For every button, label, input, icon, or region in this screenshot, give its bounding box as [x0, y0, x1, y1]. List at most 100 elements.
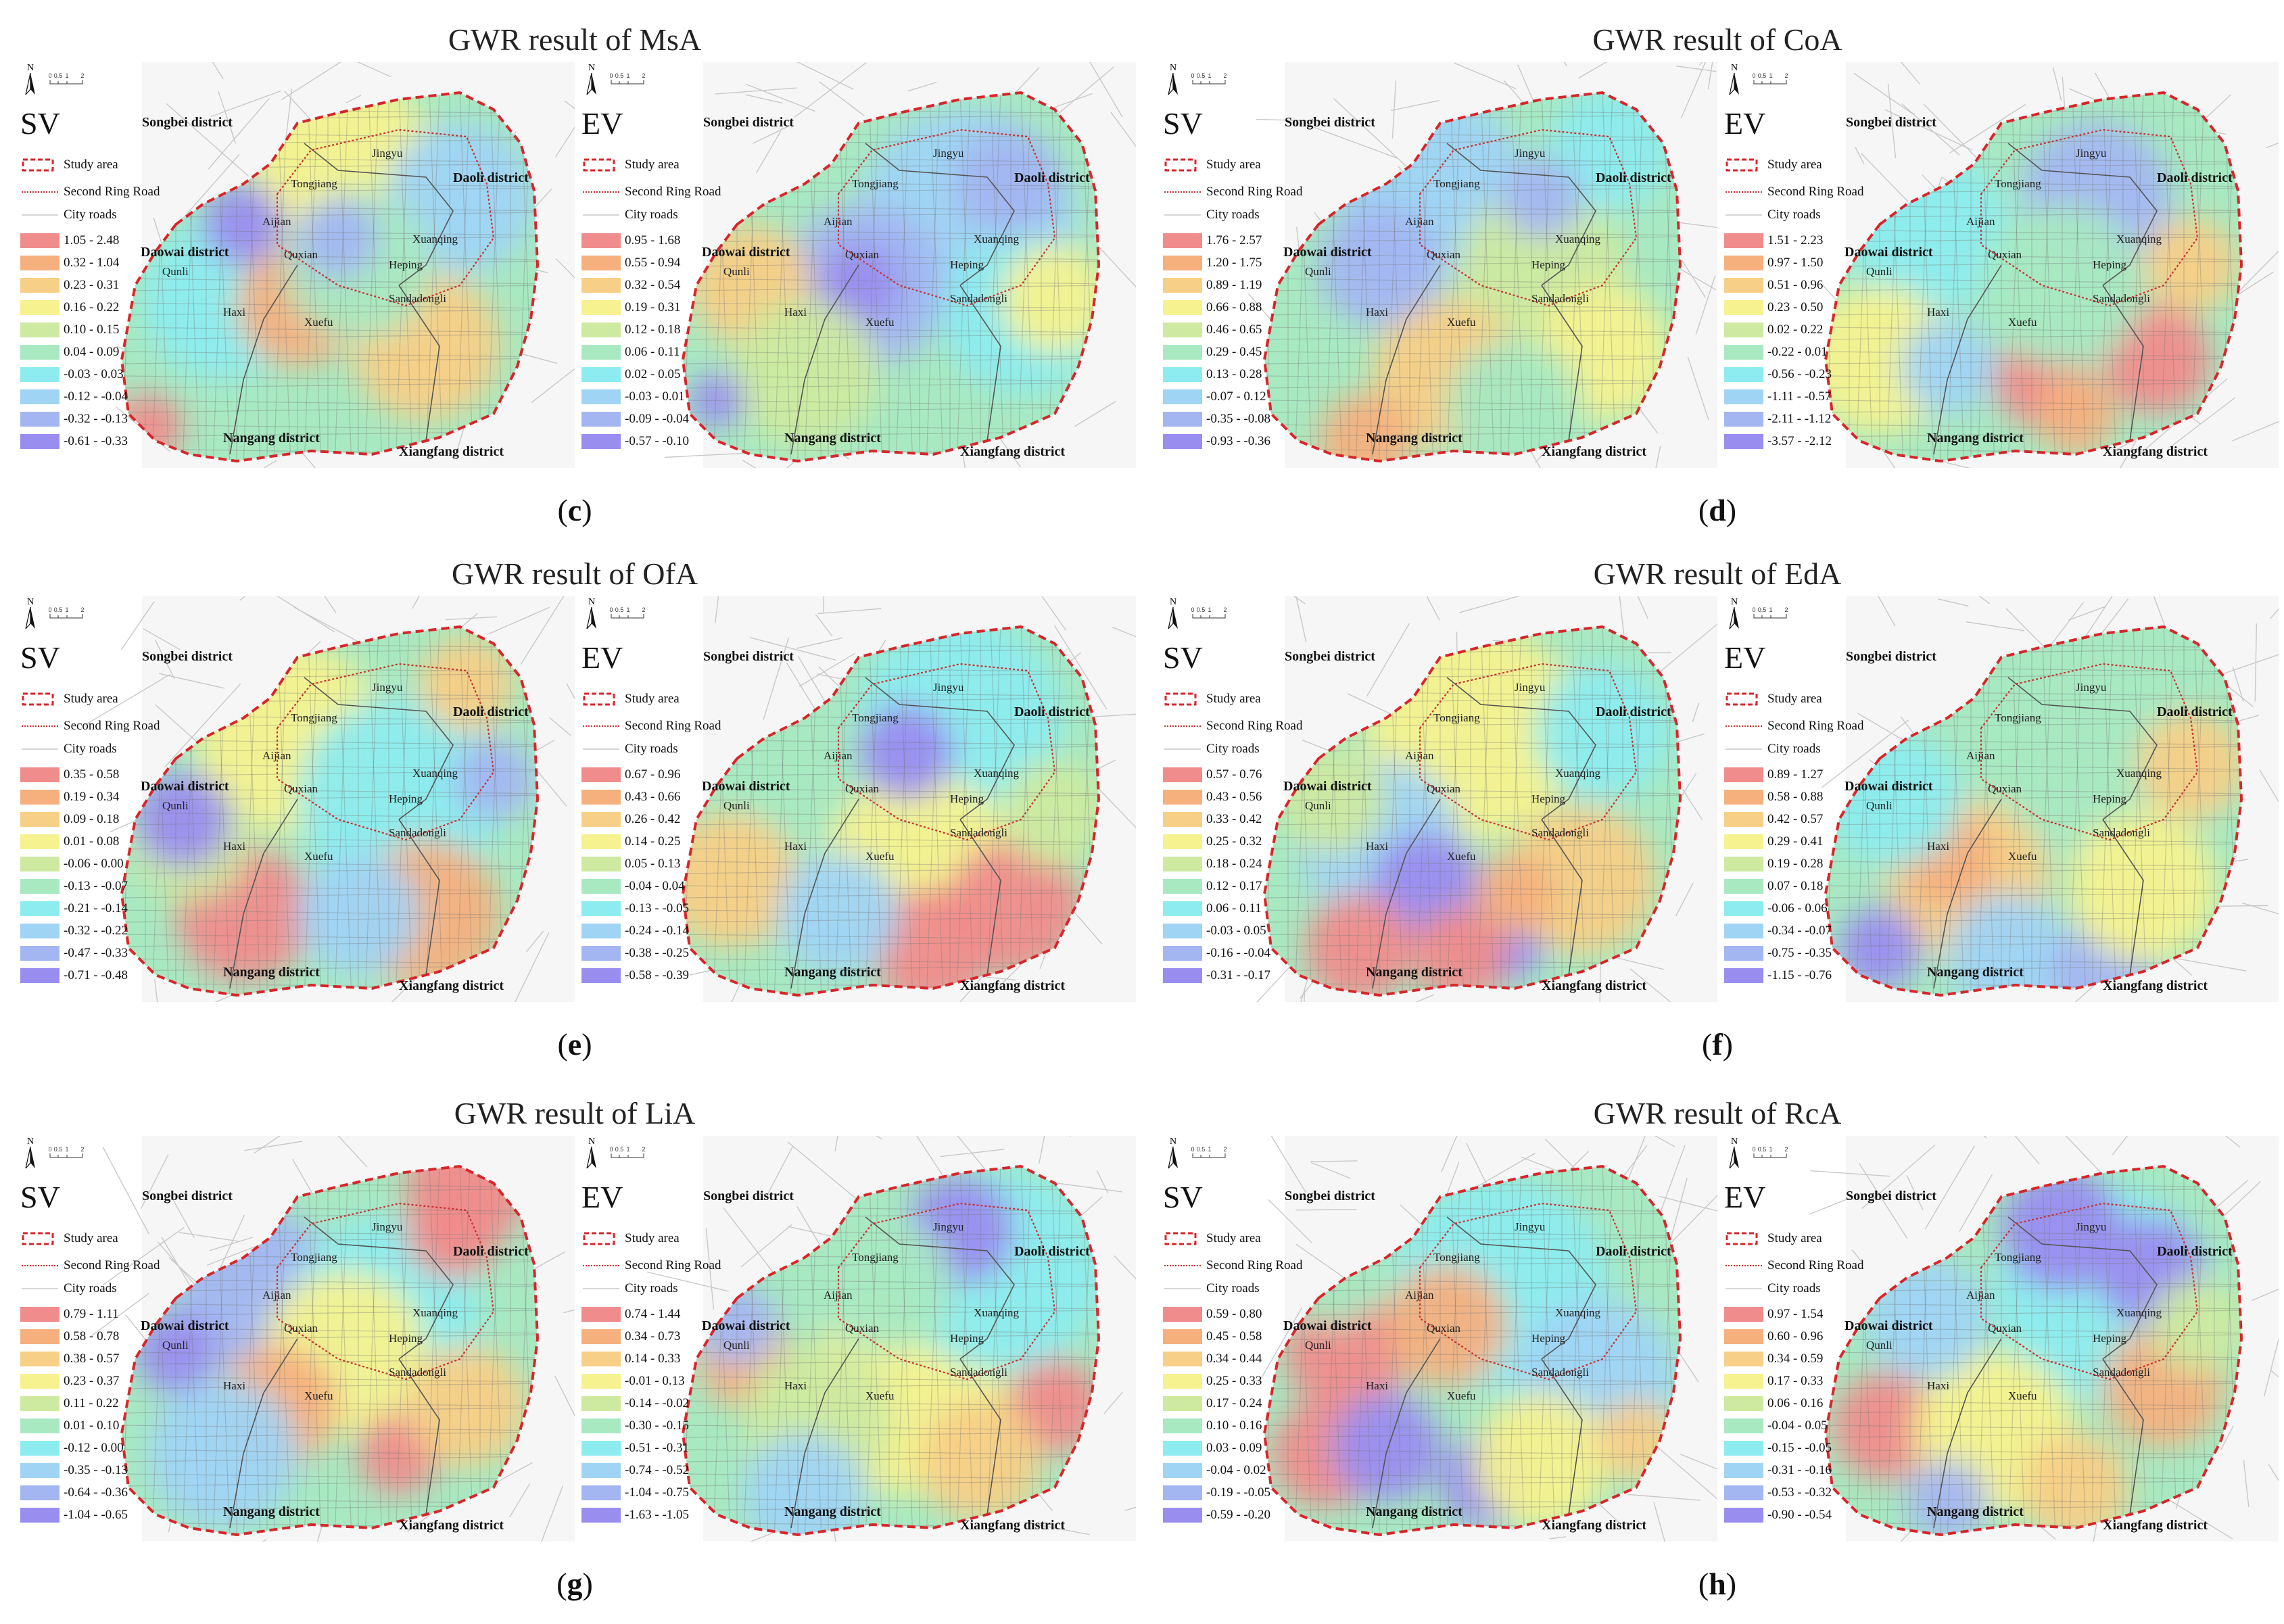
class-range-label: 0.10 - 0.15 [64, 323, 120, 337]
class-range-label: 0.26 - 0.42 [625, 812, 681, 826]
class-range-label: -0.31 - -0.16 [1767, 1463, 1832, 1477]
subdistrict-label-quxian: Quxian [284, 782, 318, 795]
subdistrict-label-haxi: Haxi [1366, 840, 1389, 853]
subdistrict-label-xuefu: Xuefu [2008, 316, 2037, 329]
subdistrict-label-aijian: Aijian [262, 749, 291, 762]
class-range-label: -0.07 - 0.12 [1206, 389, 1266, 404]
class-range-label: 0.89 - 1.19 [1206, 278, 1262, 292]
subdistrict-label-sandadongli: Sandadongli [950, 826, 1007, 839]
class-color-swatch [581, 812, 621, 827]
class-color-swatch [581, 345, 621, 360]
class-color-swatch [1163, 412, 1202, 427]
surface-patch [1001, 245, 1099, 353]
class-color-swatch [581, 233, 621, 248]
map-canvas [1256, 596, 1717, 1002]
district-label-xiangfang: Xiangfang district [2103, 978, 2208, 993]
class-color-swatch [1163, 857, 1202, 871]
subdistrict-label-jingyu: Jingyu [933, 147, 964, 160]
scale-tick-label: 0 [1753, 72, 1756, 79]
scale-tick-label: 1 [65, 606, 68, 613]
subdistrict-label-xuanqing: Xuanqing [412, 1306, 458, 1319]
class-range-label: -3.57 - -2.12 [1767, 434, 1832, 448]
surface-patch [744, 1433, 865, 1535]
district-label-songbei: Songbei district [703, 1189, 794, 1203]
second-ring-road [276, 1202, 495, 1381]
gwr-coefficient-surface [122, 93, 538, 461]
subdistrict-label-xuanqing: Xuanqing [974, 767, 1020, 780]
class-color-swatch [20, 901, 60, 916]
subdistrict-label-aijian: Aijian [1966, 1289, 1995, 1301]
subdistrict-label-sandadongli: Sandadongli [2093, 826, 2150, 839]
class-color-swatch [1724, 1352, 1763, 1366]
subdistrict-label-quxian: Quxian [284, 1322, 318, 1335]
scale-tick-label: 0 [49, 1146, 52, 1153]
scale-tick-label: 2 [80, 606, 84, 613]
scale-tick-label: 2 [1784, 1146, 1788, 1153]
class-color-swatch [1724, 389, 1763, 404]
class-range-label: 0.11 - 0.22 [64, 1396, 119, 1410]
class-color-swatch [581, 834, 621, 849]
legend-label: City roads [625, 208, 678, 222]
class-color-swatch [1724, 367, 1763, 382]
scale-tick-label: 2 [1223, 606, 1227, 613]
surface-patch [1900, 319, 1995, 414]
class-color-swatch [1163, 434, 1202, 449]
district-label-songbei: Songbei district [142, 649, 233, 664]
subdistrict-label-xuefu: Xuefu [1447, 316, 1476, 329]
legend-label: Second Ring Road [1206, 1258, 1303, 1272]
subdistrict-label-xuanqing: Xuanqing [2116, 233, 2162, 245]
class-range-label: 0.58 - 0.78 [64, 1329, 120, 1343]
legend-label: City roads [64, 1281, 117, 1295]
class-color-swatch [581, 1307, 621, 1322]
class-range-label: -1.04 - -0.75 [625, 1485, 689, 1500]
subdistrict-label-sandadongli: Sandadongli [389, 826, 446, 839]
subdistrict-label-tongjiang: Tongjiang [1433, 177, 1480, 190]
scale-tick-label: 0 [1191, 606, 1195, 613]
class-color-swatch [1163, 968, 1202, 983]
class-color-swatch [1724, 278, 1763, 293]
scale-tick-label: 2 [1784, 72, 1788, 79]
second-ring-road [837, 128, 1056, 307]
class-range-label: 0.18 - 0.24 [1206, 857, 1262, 871]
scale-tick-label: 0.5 [615, 1146, 624, 1153]
legend-symbol [22, 1265, 58, 1266]
district-label-daowai: Daowai district [141, 245, 229, 260]
subdistrict-label-jingyu: Jingyu [372, 147, 403, 160]
class-color-swatch [20, 323, 60, 337]
north-arrow-icon: N [1729, 597, 1739, 629]
legend-label: Second Ring Road [1767, 185, 1864, 199]
legend-label: Study area [64, 158, 118, 172]
class-color-swatch [1724, 434, 1763, 449]
class-color-swatch [20, 1396, 60, 1411]
class-color-swatch [20, 256, 60, 270]
legend-label: Study area [1206, 1231, 1261, 1245]
surface-patch [2069, 813, 2218, 961]
class-range-label: 0.34 - 0.44 [1206, 1352, 1262, 1366]
subdistrict-label-heping: Heping [1531, 1332, 1566, 1345]
district-label-daowai: Daowai district [141, 1318, 229, 1333]
surface-patch [419, 637, 514, 732]
class-color-swatch [20, 1329, 60, 1344]
class-range-label: 0.12 - 0.17 [1206, 879, 1262, 893]
subdistrict-label-sandadongli: Sandadongli [2093, 1366, 2150, 1379]
scale-tick-label: 2 [80, 72, 84, 79]
subdistrict-label-tongjiang: Tongjiang [291, 177, 337, 190]
legend-label: City roads [1767, 208, 1821, 222]
class-color-swatch [20, 1374, 60, 1389]
legend-label: City roads [64, 208, 117, 222]
class-color-swatch [581, 1329, 621, 1344]
legend-symbol [22, 1288, 58, 1289]
second-ring-road [837, 1202, 1056, 1381]
subdistrict-label-xuefu: Xuefu [2008, 850, 2037, 863]
scale-tick-label: 2 [1223, 72, 1227, 79]
district-label-daoli: Daoli district [1014, 704, 1090, 719]
district-label-nangang: Nangang district [1366, 965, 1462, 980]
surface-patch [1474, 1393, 1609, 1528]
subdistrict-label-aijian: Aijian [1405, 749, 1434, 762]
second-ring-road [837, 663, 1056, 841]
legend-label: Study area [625, 692, 680, 706]
class-color-swatch [1163, 1374, 1202, 1389]
surface-patch [778, 853, 899, 975]
legend-label: Second Ring Road [64, 719, 160, 733]
class-range-label: 0.02 - 0.05 [625, 367, 681, 381]
